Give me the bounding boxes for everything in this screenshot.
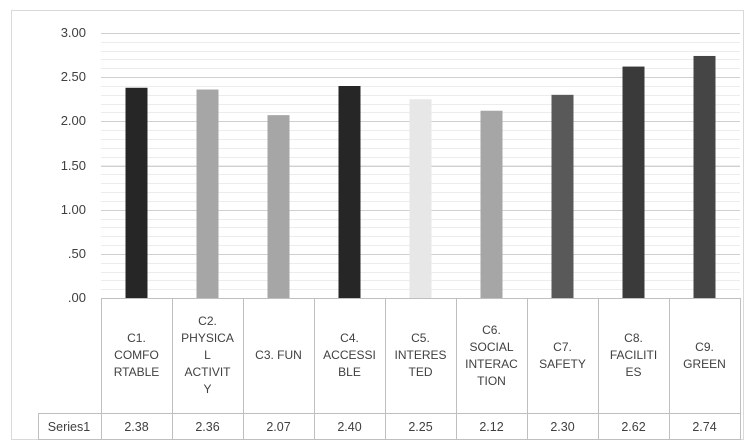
category-label: C6. SOCIAL INTERAC TION	[465, 322, 518, 388]
y-tick-label: 2.00	[60, 113, 86, 129]
category-label: C9. GREEN	[683, 339, 726, 371]
y-tick-label: .50	[67, 245, 86, 261]
data-table-cell: 2.36	[195, 420, 220, 434]
category-label: C4. ACCESSI BLE	[323, 331, 376, 379]
data-table-cell: 2.07	[266, 420, 291, 434]
bar	[409, 99, 432, 298]
category-label: C2. PHYSICA L ACTIVIT Y	[181, 314, 234, 396]
y-tick-label: 2.50	[60, 69, 86, 85]
category-label: C1. COMFO RTABLE	[113, 331, 160, 379]
data-table-series-label: Series1	[47, 420, 91, 434]
category-label: C5. INTERES TED	[394, 331, 447, 379]
y-tick-label: 1.00	[60, 201, 86, 217]
category-label: C3. FUN	[255, 348, 302, 362]
bar	[480, 110, 503, 298]
bar	[693, 55, 716, 298]
bar	[125, 87, 148, 299]
data-table-cell: 2.40	[337, 420, 362, 434]
data-table-cell: 2.38	[124, 420, 149, 434]
data-table-cell: 2.74	[692, 420, 717, 434]
bar	[338, 86, 361, 298]
category-label: C8. FACILITI ES	[609, 331, 658, 379]
y-tick-label: 1.50	[60, 157, 86, 173]
data-table-cell: 2.12	[479, 420, 504, 434]
data-table-cell: 2.62	[621, 420, 646, 434]
bar	[196, 89, 219, 299]
bar	[622, 66, 645, 298]
bar	[551, 94, 574, 298]
y-tick-label: .00	[67, 290, 86, 305]
y-tick-label: 3.00	[60, 25, 86, 40]
data-table-cell: 2.25	[408, 420, 433, 434]
data-table-cell: 2.30	[550, 420, 575, 434]
category-label: C7. SAFETY	[539, 339, 586, 371]
bar	[267, 115, 290, 299]
